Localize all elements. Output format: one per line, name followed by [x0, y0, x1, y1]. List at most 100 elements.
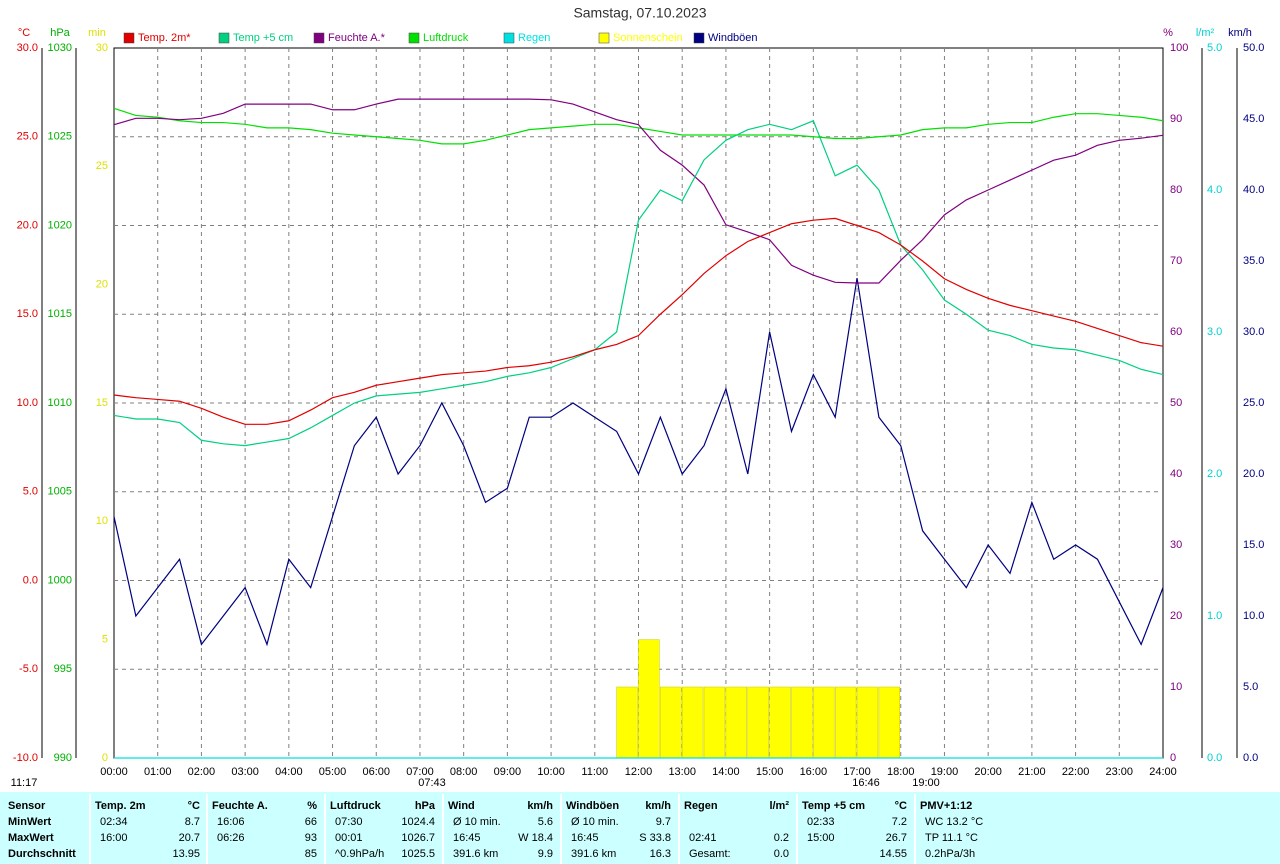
cell-text: 16:45: [453, 832, 481, 844]
legend-label: Luftdruck: [423, 32, 469, 44]
column-title: Windböen: [566, 800, 619, 812]
sun-bar: [856, 686, 879, 759]
y-tick-label: 20: [1170, 610, 1182, 622]
cell-text: 16:00: [100, 832, 128, 844]
cell-value: 1024.4: [401, 816, 435, 828]
cell-text: Ø 10 min.: [453, 816, 501, 828]
x-tick-label: 12:00: [625, 766, 653, 778]
cell-text: 02:41: [689, 832, 717, 844]
column-unit: °C: [895, 800, 907, 812]
series-line: [113, 107, 1164, 145]
cell-text: WC 13.2 °C: [925, 816, 983, 828]
cell-value: 14.55: [879, 848, 907, 860]
y-tick-label: 10: [96, 515, 108, 527]
x-tick-label: 19:00: [931, 766, 959, 778]
y-tick-label: 30: [1170, 539, 1182, 551]
cell-text: 16:45: [571, 832, 599, 844]
sun-bar: [769, 686, 791, 759]
y-tick-label: 5.0: [1243, 681, 1258, 693]
column-title: Luftdruck: [330, 800, 382, 812]
y-tick-label: 0: [102, 752, 108, 764]
cell-value: S 33.8: [639, 832, 671, 844]
x-tick-label: 23:00: [1106, 766, 1134, 778]
y-tick-label: 3.0: [1207, 326, 1222, 338]
legend-swatch: [218, 32, 230, 44]
column-unit: hPa: [415, 800, 436, 812]
y-tick-label: 0.0: [1207, 752, 1222, 764]
series-line: [113, 277, 1164, 647]
cell-value: 85: [305, 848, 317, 860]
x-tick-label: 09:00: [494, 766, 522, 778]
y-tick-label: 60: [1170, 326, 1182, 338]
axis-unit: °C: [18, 27, 30, 39]
column-title: Regen: [684, 800, 718, 812]
y-tick-label: 40.0: [1243, 184, 1264, 196]
legend-swatch: [123, 32, 135, 44]
series-line: [113, 98, 1164, 284]
y-tick-label: 15.0: [1243, 539, 1264, 551]
cell-value: 20.7: [179, 832, 200, 844]
column-unit: %: [307, 800, 317, 812]
x-tick-label: 21:00: [1018, 766, 1046, 778]
cell-value: 7.2: [892, 816, 907, 828]
cell-text: 06:26: [217, 832, 245, 844]
y-tick-label: 15: [96, 397, 108, 409]
sun-bar: [747, 686, 769, 759]
y-tick-label: 1.0: [1207, 610, 1222, 622]
y-tick-label: 990: [54, 752, 72, 764]
annotation: 07:43: [418, 777, 446, 789]
legend-swatch: [408, 32, 420, 44]
y-tick-label: 50.0: [1243, 42, 1264, 54]
sun-bar: [638, 639, 660, 759]
x-tick-label: 16:00: [800, 766, 828, 778]
sun-bar: [660, 686, 682, 759]
cell-value: 9.7: [656, 816, 671, 828]
x-tick-label: 11:00: [581, 766, 608, 778]
y-tick-label: 1025: [48, 131, 72, 143]
axis-unit: min: [88, 27, 106, 39]
x-tick-label: 15:00: [756, 766, 784, 778]
y-tick-label: 1005: [48, 486, 72, 498]
sun-bar: [616, 686, 638, 759]
legend-swatch: [693, 32, 705, 44]
legend-label: Temp. 2m*: [138, 32, 191, 44]
x-tick-label: 07:00: [406, 766, 434, 778]
cell-text: Ø 10 min.: [571, 816, 619, 828]
y-tick-label: 30.0: [17, 42, 38, 54]
legend-label: Windböen: [708, 32, 758, 44]
cell-value: 8.7: [185, 816, 200, 828]
axis-unit: %: [1163, 27, 1173, 39]
y-tick-label: 25.0: [17, 131, 38, 143]
y-tick-label: 100: [1170, 42, 1188, 54]
y-tick-label: 20.0: [17, 219, 38, 231]
y-tick-label: 80: [1170, 184, 1182, 196]
x-tick-label: 24:00: [1149, 766, 1177, 778]
sun-bar: [834, 686, 857, 759]
cell-text: 0.2hPa/3h: [925, 848, 975, 860]
y-tick-label: 70: [1170, 255, 1182, 267]
cell-text: TP 11.1 °C: [925, 832, 978, 844]
cell-value: W 18.4: [518, 832, 553, 844]
sun-bar: [813, 686, 835, 759]
y-tick-label: 10.0: [17, 397, 38, 409]
x-tick-label: 05:00: [319, 766, 347, 778]
x-tick-label: 14:00: [712, 766, 740, 778]
row-label: MaxWert: [8, 832, 54, 844]
y-tick-label: 0.0: [23, 574, 38, 586]
y-tick-label: 35.0: [1243, 255, 1264, 267]
y-tick-label: 20.0: [1243, 468, 1264, 480]
row-label: MinWert: [8, 816, 52, 828]
annotation: 16:46: [852, 777, 880, 789]
y-tick-label: 90: [1170, 113, 1182, 125]
annotation: 19:00: [912, 777, 940, 789]
cell-value: 16.3: [650, 848, 671, 860]
cell-text: 07:30: [335, 816, 363, 828]
y-tick-label: 30.0: [1243, 326, 1264, 338]
column-title: Temp. 2m: [95, 800, 146, 812]
column-unit: km/h: [527, 800, 553, 812]
x-tick-label: 04:00: [275, 766, 303, 778]
cell-value: 1026.7: [401, 832, 435, 844]
x-tick-label: 03:00: [231, 766, 259, 778]
y-tick-label: 1030: [48, 42, 72, 54]
